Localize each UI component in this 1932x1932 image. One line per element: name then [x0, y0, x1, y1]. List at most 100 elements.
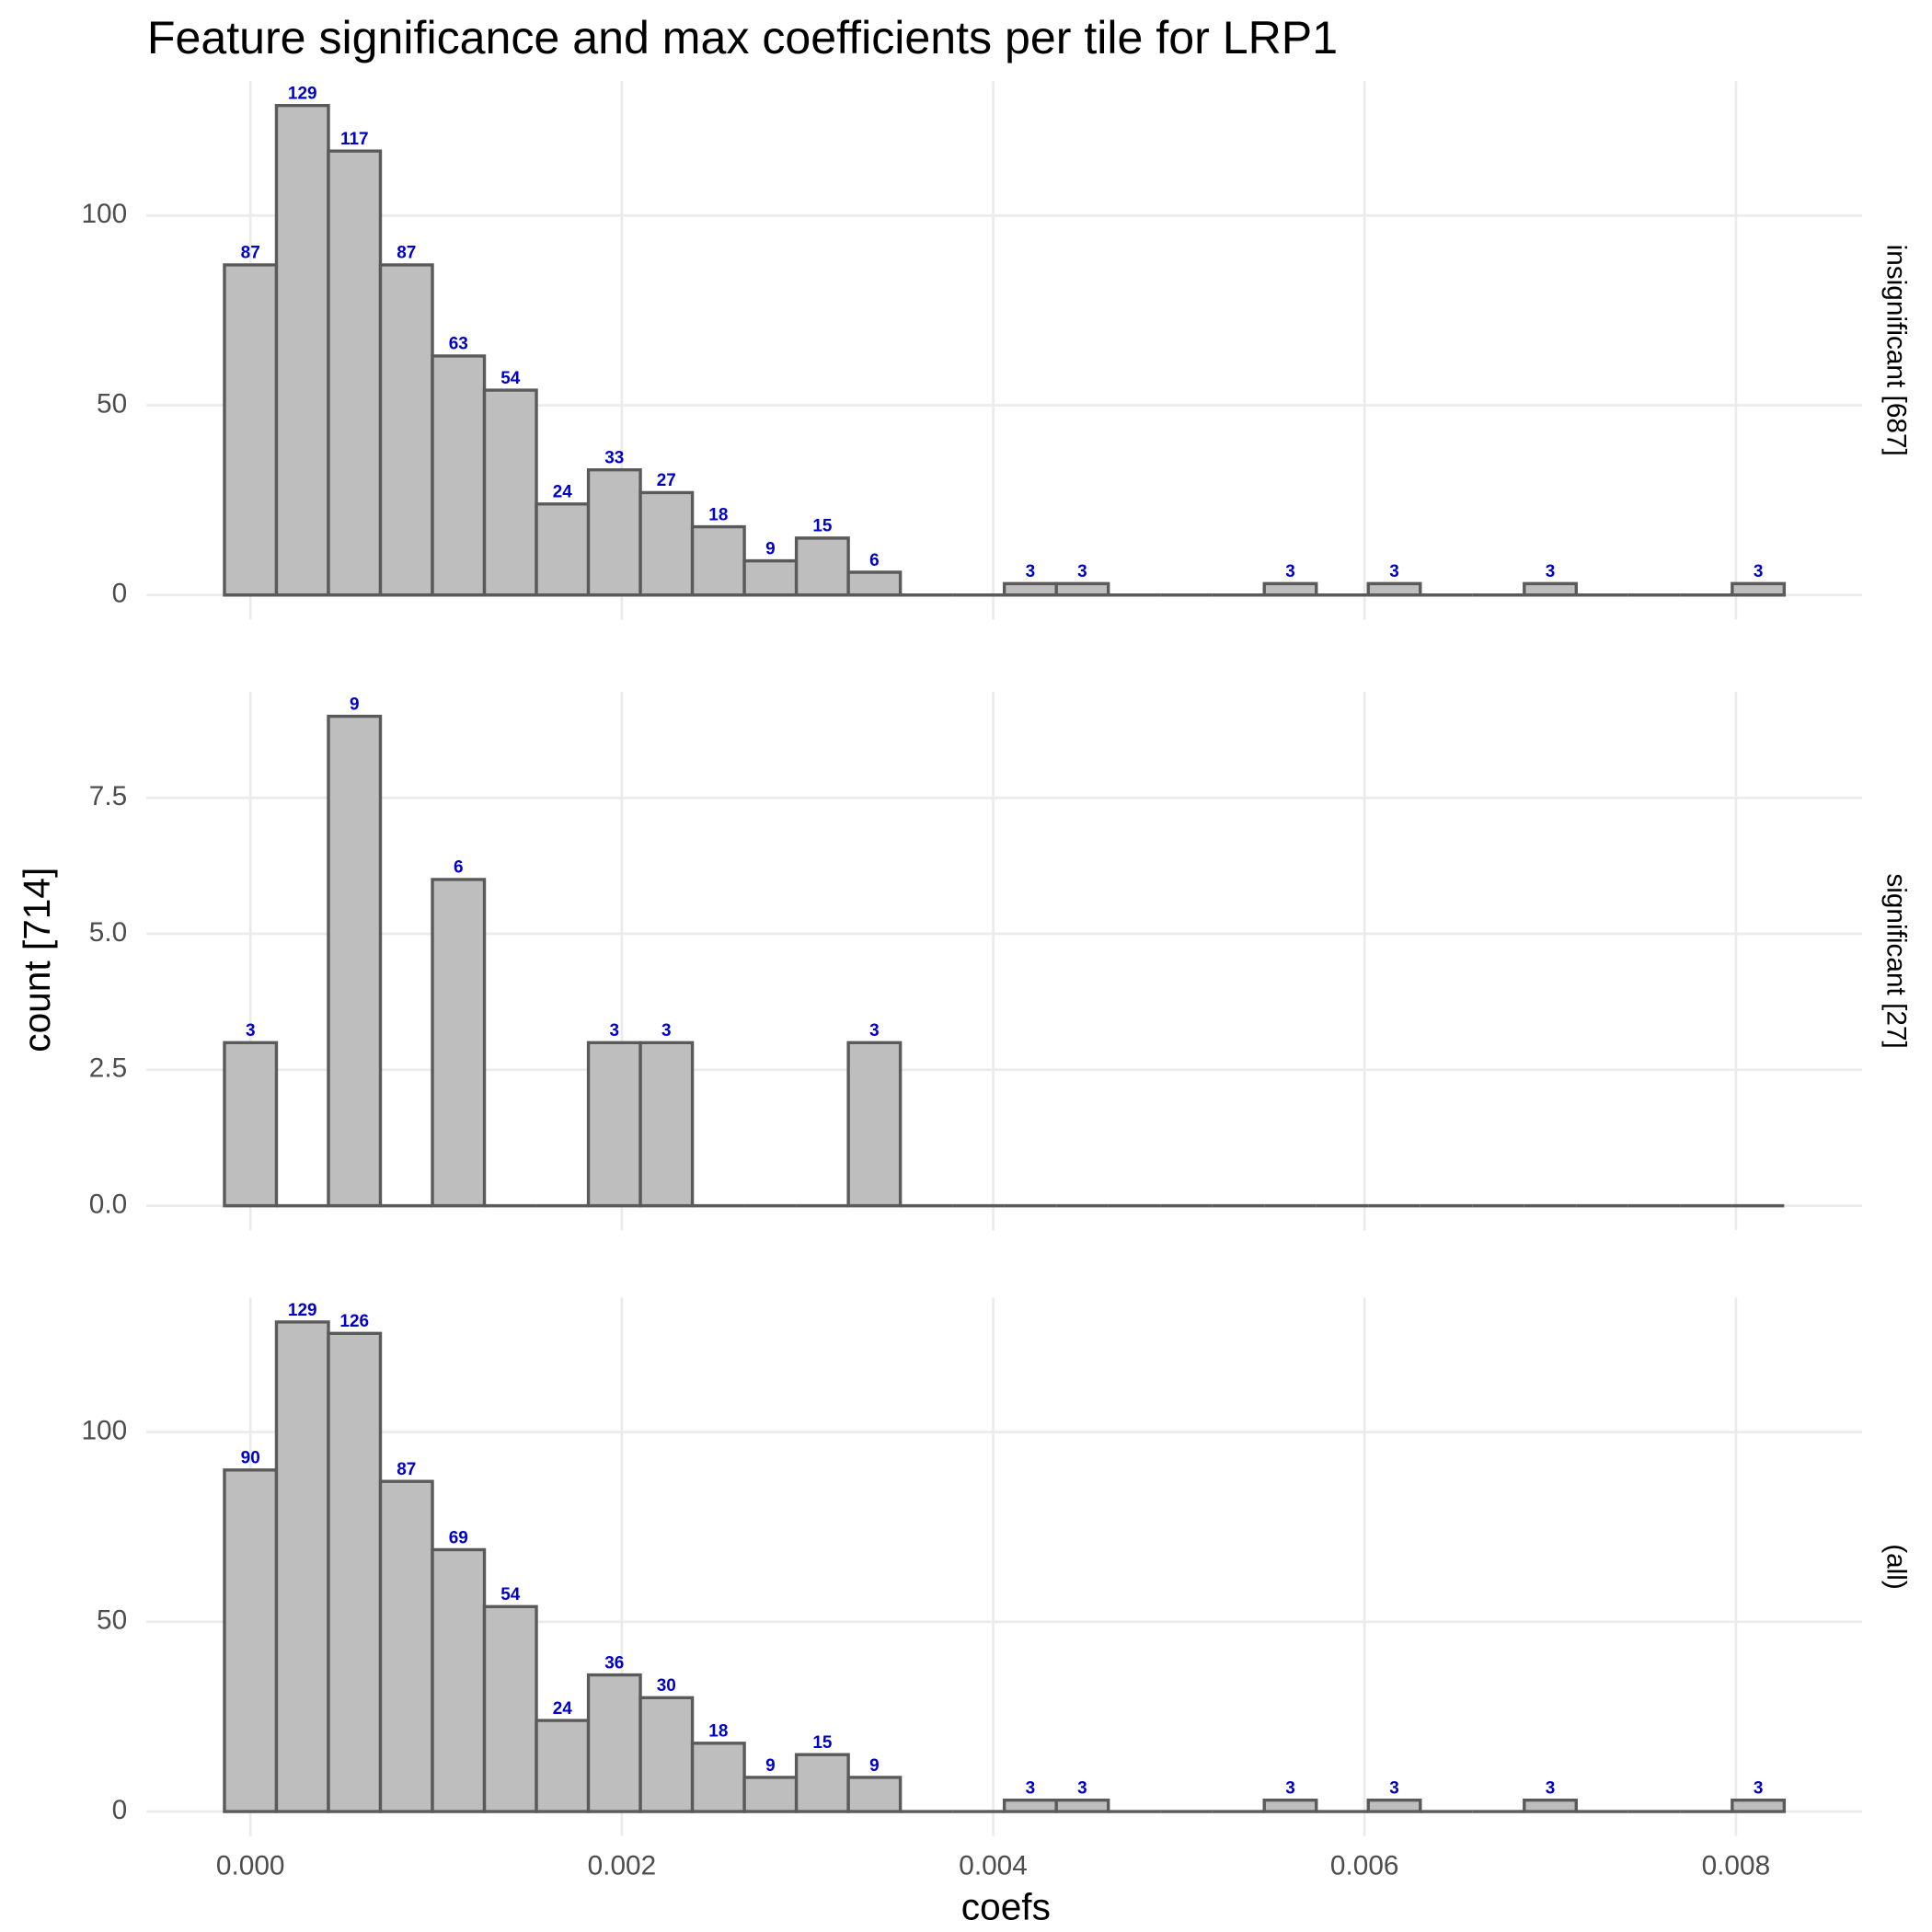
histogram-bar	[223, 1468, 279, 1813]
x-axis-label: coefs	[961, 1885, 1051, 1927]
value-label: 30	[657, 1676, 676, 1696]
histogram-bar	[327, 1331, 383, 1813]
histogram-bar	[1523, 1799, 1578, 1813]
value-label: 129	[288, 84, 317, 103]
histogram-bar	[431, 1547, 487, 1813]
value-label: 87	[397, 244, 416, 263]
histogram-bar	[1054, 581, 1110, 597]
value-label: 3	[1077, 1779, 1087, 1799]
histogram-bar	[327, 714, 383, 1208]
histogram-bar	[794, 536, 850, 597]
value-label: 3	[1285, 562, 1295, 581]
histogram-bar	[274, 103, 330, 597]
value-label: 87	[397, 1460, 416, 1479]
x-tick-label: 0.000	[216, 1850, 285, 1880]
value-label: 3	[1389, 562, 1399, 581]
value-label: 3	[610, 1021, 620, 1041]
histogram-bar	[327, 149, 383, 597]
value-label: 3	[1026, 562, 1036, 581]
value-label: 3	[1754, 1779, 1764, 1799]
y-tick-label: 2.5	[89, 1053, 127, 1084]
value-label: 126	[339, 1312, 369, 1331]
histogram-bar	[742, 558, 799, 597]
x-tick-label: 0.004	[959, 1850, 1028, 1880]
value-label: 129	[288, 1301, 317, 1320]
y-tick-label: 5.0	[89, 917, 127, 948]
x-tick-label: 0.002	[588, 1850, 657, 1880]
value-label: 3	[1546, 1779, 1556, 1799]
value-label: 18	[708, 505, 728, 524]
histogram-bar	[690, 1742, 746, 1813]
histogram-bar	[1262, 581, 1318, 597]
histogram-bar	[535, 1719, 591, 1813]
value-label: 9	[869, 1756, 880, 1776]
value-label: 3	[1546, 562, 1556, 581]
value-label: 117	[340, 130, 369, 149]
histogram-bar	[1366, 1799, 1422, 1813]
histogram-bar	[274, 1320, 330, 1813]
histogram-bar	[690, 524, 746, 597]
histogram-bar	[1731, 1799, 1787, 1813]
value-label: 3	[1077, 562, 1087, 581]
value-label: 6	[454, 858, 464, 878]
histogram-bar	[378, 263, 434, 597]
value-label: 36	[604, 1653, 624, 1673]
value-label: 54	[500, 369, 521, 388]
histogram-bar	[535, 502, 591, 597]
histogram-bar	[378, 1479, 434, 1813]
facet-label: insignificant [687]	[1880, 245, 1911, 456]
y-tick-label: 0	[112, 1795, 128, 1825]
value-label: 15	[812, 1733, 833, 1753]
value-label: 54	[500, 1585, 521, 1604]
facet-label: significant [27]	[1880, 873, 1911, 1048]
histogram-bar	[638, 490, 695, 597]
value-label: 3	[246, 1021, 256, 1041]
value-label: 15	[812, 517, 833, 536]
histogram-bar	[1523, 581, 1578, 597]
histogram-bar	[638, 1696, 695, 1813]
y-tick-label: 100	[81, 1415, 127, 1445]
histogram-bar	[1002, 1799, 1058, 1813]
histogram-bar	[586, 1673, 642, 1813]
value-label: 3	[1026, 1779, 1036, 1799]
histogram-bar	[1366, 581, 1422, 597]
facet-label: (all)	[1880, 1544, 1911, 1590]
histogram-bar	[223, 1041, 279, 1208]
y-tick-label: 0	[112, 579, 128, 609]
value-label: 3	[1754, 562, 1764, 581]
histogram-bar	[638, 1041, 695, 1208]
histogram-bar	[1054, 1799, 1110, 1813]
histogram-bar	[1262, 1799, 1318, 1813]
value-label: 33	[604, 448, 624, 467]
histogram-bar	[1731, 581, 1787, 597]
histogram-bar	[586, 467, 642, 597]
value-label: 9	[765, 539, 776, 558]
chart-title: Feature significance and max coefficient…	[147, 12, 1338, 63]
histogram-bar	[482, 388, 538, 597]
y-tick-label: 0.0	[89, 1189, 127, 1219]
value-label: 90	[241, 1449, 260, 1468]
y-axis-label: count [714]	[16, 868, 58, 1052]
y-tick-label: 100	[81, 199, 127, 229]
x-tick-label: 0.008	[1702, 1850, 1771, 1880]
x-tick-label: 0.006	[1330, 1850, 1399, 1880]
value-label: 6	[869, 551, 880, 570]
value-label: 69	[449, 1528, 468, 1547]
histogram-bar	[846, 1776, 903, 1813]
value-label: 27	[657, 471, 676, 490]
value-label: 24	[553, 483, 573, 502]
histogram-bar	[1002, 581, 1058, 597]
value-label: 3	[1285, 1779, 1295, 1799]
value-label: 3	[1389, 1779, 1399, 1799]
value-label: 24	[553, 1699, 573, 1719]
histogram-bar	[742, 1776, 799, 1813]
value-label: 3	[869, 1021, 880, 1041]
histogram-bar	[846, 570, 903, 597]
value-label: 9	[765, 1756, 776, 1776]
histogram-bar	[482, 1604, 538, 1813]
histogram-bar	[846, 1041, 903, 1208]
y-tick-label: 50	[97, 1605, 127, 1636]
histogram-bar	[586, 1041, 642, 1208]
y-tick-label: 50	[97, 388, 127, 419]
